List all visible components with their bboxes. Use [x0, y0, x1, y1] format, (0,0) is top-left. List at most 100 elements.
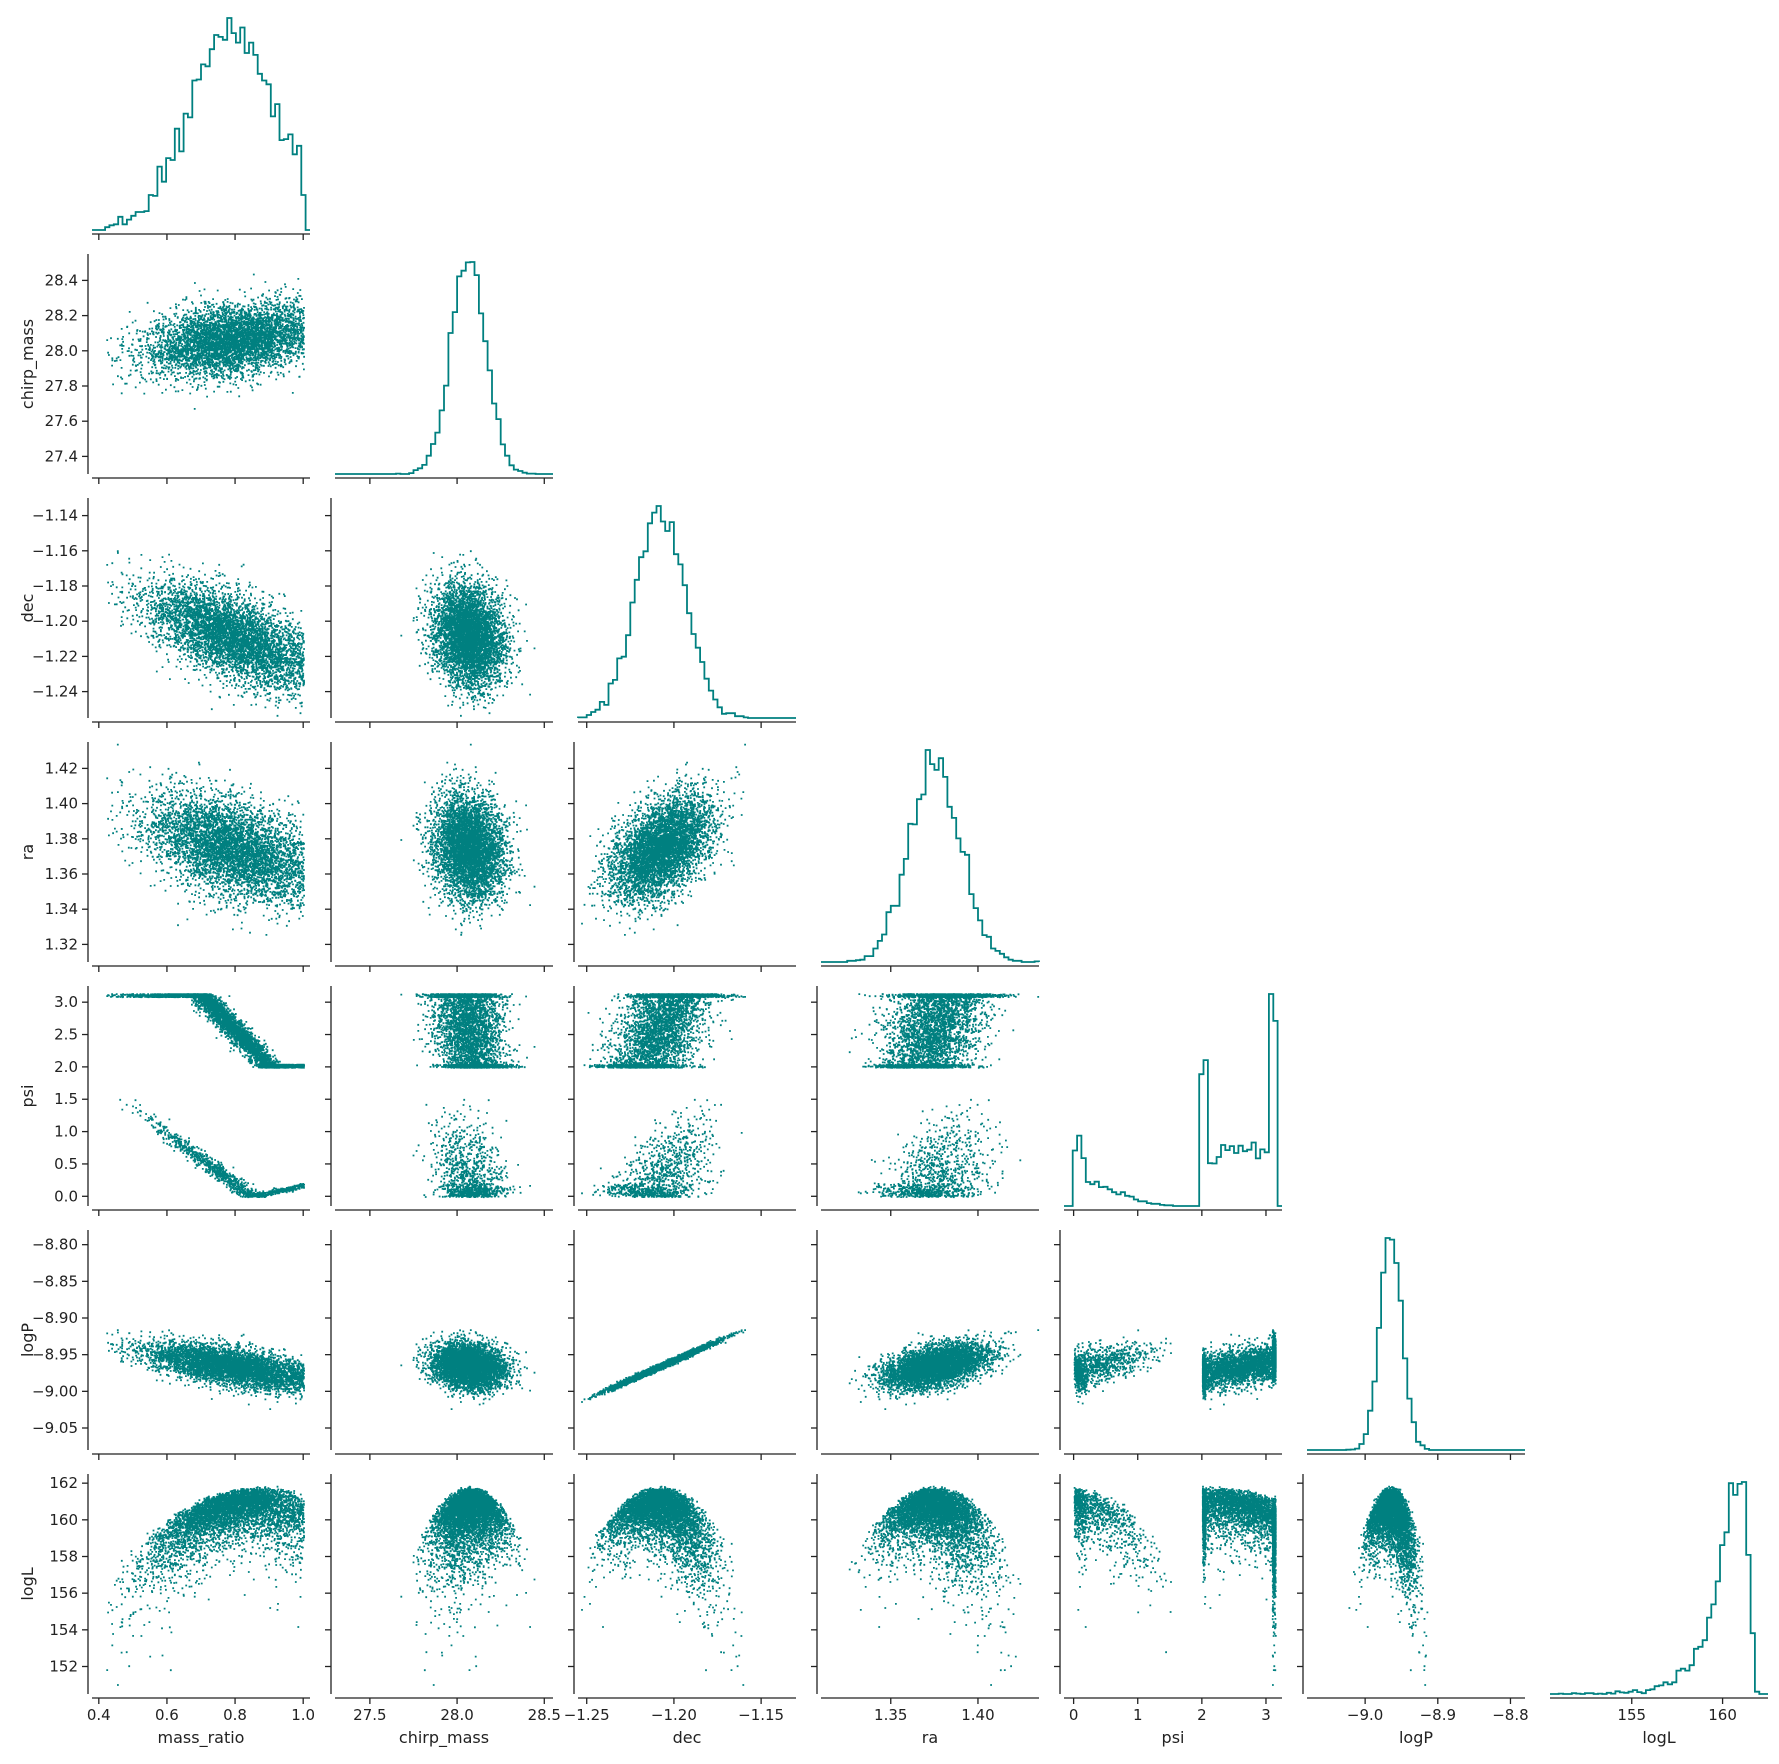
y-tick-label: −1.16 [32, 542, 78, 560]
y-axis-label: psi [18, 1085, 37, 1108]
y-tick-label: 2.5 [54, 1026, 78, 1044]
y-tick-label: 27.8 [45, 377, 78, 395]
x-tick-label: 0.6 [155, 1706, 179, 1724]
x-tick-label: 1 [1133, 1706, 1143, 1724]
x-tick-label: 1.35 [874, 1706, 907, 1724]
scatter-points [400, 743, 536, 936]
x-tick-label: −1.25 [564, 1706, 610, 1724]
y-tick-label: −9.00 [32, 1382, 78, 1400]
histogram-step-line [577, 505, 796, 719]
scatter-chirp_mass-vs-mass_ratio [106, 273, 305, 410]
y-tick-label: 28.2 [45, 307, 78, 325]
scatter-points [400, 550, 536, 717]
scatter-ra-vs-chirp_mass [400, 743, 536, 936]
scatter-points [106, 273, 305, 410]
scatter-logP-vs-mass_ratio [106, 1329, 305, 1410]
x-axis-label: psi [1162, 1728, 1185, 1747]
y-tick-label: 28.4 [45, 271, 78, 289]
y-tick-label: −1.18 [32, 577, 78, 595]
x-tick-label: 1.40 [961, 1706, 994, 1724]
y-axis-label: ra [18, 844, 37, 860]
x-axis-label: ra [922, 1728, 938, 1747]
x-tick-label: 0.8 [223, 1706, 247, 1724]
scatter-points [848, 1329, 1040, 1410]
histogram-step-line [821, 749, 1040, 963]
scatter-points [848, 993, 1040, 1199]
y-tick-label: 154 [49, 1621, 78, 1639]
y-tick-label: 27.4 [45, 447, 78, 465]
scatter-logL-vs-chirp_mass [400, 1485, 536, 1686]
y-tick-label: 2.0 [54, 1058, 78, 1076]
x-axis-label: chirp_mass [399, 1728, 489, 1748]
y-tick-label: 162 [49, 1474, 78, 1492]
x-tick-label: −8.8 [1492, 1706, 1528, 1724]
histogram-step-line [335, 261, 553, 475]
scatter-points [106, 1329, 305, 1410]
scatter-points [106, 993, 305, 1199]
scatter-logP-vs-chirp_mass [400, 1329, 536, 1410]
scatter-ra-vs-dec [581, 743, 746, 936]
scatter-points [400, 1485, 536, 1686]
scatter-points [581, 993, 746, 1199]
scatter-points [106, 550, 305, 717]
scatter-points [581, 743, 746, 936]
y-tick-label: 1.40 [45, 795, 78, 813]
scatter-logL-vs-mass_ratio [106, 1485, 305, 1686]
y-axis-label: chirp_mass [18, 319, 38, 409]
histogram-step-line [92, 17, 310, 231]
x-tick-label: 27.5 [353, 1706, 386, 1724]
histogram-psi [1064, 993, 1282, 1207]
histogram-ra [821, 749, 1040, 963]
y-axis-label: logL [18, 1567, 37, 1600]
y-tick-label: −1.24 [32, 683, 78, 701]
scatter-logL-vs-ra [848, 1485, 1022, 1686]
scatter-psi-vs-chirp_mass [400, 993, 536, 1199]
y-tick-label: 158 [49, 1548, 78, 1566]
scatter-logP-vs-dec [581, 1329, 746, 1403]
scatter-points [106, 743, 305, 936]
x-tick-label: 0 [1069, 1706, 1079, 1724]
y-tick-label: 152 [49, 1658, 78, 1676]
scatter-points [400, 1329, 536, 1410]
x-axis-label: logP [1399, 1728, 1433, 1747]
x-tick-label: −8.9 [1420, 1706, 1456, 1724]
x-tick-label: 2 [1197, 1706, 1207, 1724]
y-tick-label: 1.32 [45, 935, 78, 953]
x-tick-label: −1.15 [738, 1706, 784, 1724]
y-tick-label: 156 [49, 1584, 78, 1602]
y-tick-label: −8.85 [32, 1272, 78, 1290]
scatter-dec-vs-chirp_mass [400, 550, 536, 717]
x-tick-label: 0.4 [87, 1706, 111, 1724]
y-tick-label: 1.0 [54, 1123, 78, 1141]
y-tick-label: −9.05 [32, 1419, 78, 1437]
y-tick-label: 27.6 [45, 412, 78, 430]
histogram-step-line [1064, 993, 1282, 1207]
y-tick-label: −1.20 [32, 612, 78, 630]
histogram-step-line [1550, 1481, 1768, 1695]
scatter-points [106, 1485, 305, 1686]
x-tick-label: 160 [1708, 1706, 1737, 1724]
y-tick-label: 1.36 [45, 865, 78, 883]
x-tick-label: 28.5 [528, 1706, 561, 1724]
y-tick-label: 1.5 [54, 1090, 78, 1108]
x-tick-label: 155 [1617, 1706, 1646, 1724]
scatter-points [1073, 1329, 1277, 1410]
scatter-logL-vs-logP [1348, 1485, 1429, 1686]
y-tick-label: 1.38 [45, 830, 78, 848]
y-tick-label: 28.0 [45, 342, 78, 360]
histogram-mass_ratio [92, 17, 310, 231]
scatter-psi-vs-mass_ratio [106, 993, 305, 1199]
y-tick-label: −8.95 [32, 1346, 78, 1364]
y-tick-label: −1.14 [32, 507, 78, 525]
scatter-points [400, 993, 536, 1199]
histogram-chirp_mass [335, 261, 553, 475]
scatter-dec-vs-mass_ratio [106, 550, 305, 717]
x-axis-label: logL [1642, 1728, 1675, 1747]
y-tick-label: 0.5 [54, 1155, 78, 1173]
x-tick-label: 1.0 [291, 1706, 315, 1724]
scatter-points [581, 1329, 746, 1403]
y-tick-label: 0.0 [54, 1187, 78, 1205]
y-tick-label: −1.22 [32, 647, 78, 665]
y-tick-label: −8.80 [32, 1236, 78, 1254]
x-tick-label: −1.20 [651, 1706, 697, 1724]
